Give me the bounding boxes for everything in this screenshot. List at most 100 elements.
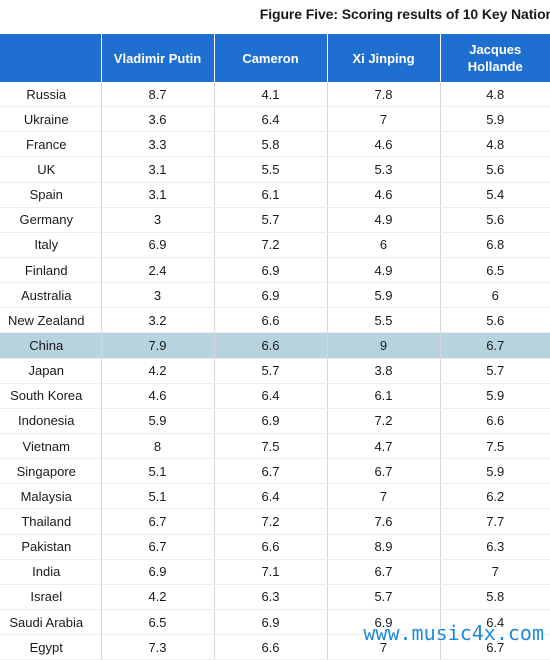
score-cell: 5.6 [440, 207, 550, 233]
table-title-text: Figure Five: Scoring results of 10 Key N… [259, 6, 550, 22]
score-cell: 6.7 [327, 559, 441, 585]
score-cell: 4.6 [327, 131, 441, 158]
score-cell: 5.7 [327, 584, 441, 610]
table-row: France 3.3 5.8 4.6 4.8 [0, 131, 550, 158]
country-cell: Egypt [0, 634, 102, 660]
score-cell: 7.5 [440, 433, 550, 460]
score-cell: 5.9 [440, 383, 550, 409]
table-row: Italy 6.9 7.2 6 6.8 [0, 232, 550, 258]
score-cell: 6.6 [214, 534, 328, 560]
score-cell: 6.4 [214, 106, 328, 133]
country-cell: France [0, 131, 102, 158]
score-cell: 6.4 [214, 383, 328, 409]
score-cell: 6.1 [327, 383, 441, 409]
score-cell: 4.6 [101, 383, 215, 409]
scores-table: Vladimir Putin Cameron Xi Jinping Jacque… [0, 34, 550, 660]
table-row: Singapore 5.1 6.7 6.7 5.9 [0, 458, 550, 485]
score-cell: 4.8 [440, 82, 550, 108]
country-cell: Saudi Arabia [0, 609, 102, 636]
table-row: Vietnam 8 7.5 4.7 7.5 [0, 433, 550, 460]
score-cell: 6.2 [440, 483, 550, 510]
country-cell: Finland [0, 257, 102, 284]
country-cell: New Zealand [0, 307, 102, 334]
score-cell: 6.6 [214, 307, 328, 334]
score-cell: 6.7 [101, 508, 215, 535]
score-cell: 4.6 [327, 182, 441, 208]
score-cell: 7.2 [327, 408, 441, 434]
score-cell: 8 [101, 433, 215, 460]
score-cell: 6.6 [214, 332, 328, 359]
score-cell: 5.9 [440, 106, 550, 133]
table-row: China 7.9 6.6 9 6.7 [0, 332, 550, 359]
score-cell: 7.9 [101, 332, 215, 359]
score-cell: 6.6 [214, 634, 328, 660]
table-row: Australia 3 6.9 5.9 6 [0, 282, 550, 309]
country-cell: Germany [0, 207, 102, 233]
score-cell: 6.5 [440, 257, 550, 284]
score-cell: 5.1 [101, 483, 215, 510]
table-row: Pakistan 6.7 6.6 8.9 6.3 [0, 534, 550, 560]
score-cell: 5.9 [327, 282, 441, 309]
table-row: Indonesia 5.9 6.9 7.2 6.6 [0, 408, 550, 434]
score-cell: 3.1 [101, 156, 215, 183]
header-cameron: Cameron [214, 34, 328, 82]
score-cell: 6.7 [440, 332, 550, 359]
score-cell: 3.3 [101, 131, 215, 158]
score-cell: 6.9 [327, 609, 441, 636]
score-cell: 7.1 [214, 559, 328, 585]
country-cell: Indonesia [0, 408, 102, 434]
country-cell: Vietnam [0, 433, 102, 460]
country-cell: Israel [0, 584, 102, 610]
score-cell: 7.8 [327, 82, 441, 108]
score-cell: 4.2 [101, 358, 215, 384]
table-header: Vladimir Putin Cameron Xi Jinping Jacque… [0, 34, 550, 82]
score-cell: 7 [440, 559, 550, 585]
score-cell: 5.4 [440, 182, 550, 208]
score-cell: 6.5 [101, 609, 215, 636]
score-cell: 2.4 [101, 257, 215, 284]
score-cell: 7.5 [214, 433, 328, 460]
table-row: Israel 4.2 6.3 5.7 5.8 [0, 584, 550, 610]
score-cell: 3.2 [101, 307, 215, 334]
score-cell: 7.3 [101, 634, 215, 660]
country-cell: Malaysia [0, 483, 102, 510]
score-cell: 7.7 [440, 508, 550, 535]
score-cell: 6.9 [214, 257, 328, 284]
score-cell: 3.6 [101, 106, 215, 133]
score-cell: 6.7 [214, 458, 328, 485]
table-body: Russia 8.7 4.1 7.8 4.8 Ukraine 3.6 6.4 7 5.9 Franc… [0, 82, 550, 660]
country-cell: Pakistan [0, 534, 102, 560]
country-cell: Spain [0, 182, 102, 208]
country-cell: Ukraine [0, 106, 102, 133]
table-row: Spain 3.1 6.1 4.6 5.4 [0, 182, 550, 208]
header-xi-jinping: Xi Jinping [327, 34, 441, 82]
country-cell: Russia [0, 82, 102, 108]
table-row: Russia 8.7 4.1 7.8 4.8 [0, 82, 550, 108]
table-row: Saudi Arabia 6.5 6.9 6.9 6.4 [0, 609, 550, 636]
score-cell: 4.8 [440, 131, 550, 158]
score-cell: 6.9 [214, 408, 328, 434]
score-cell: 6.7 [101, 534, 215, 560]
header-putin: Vladimir Putin [101, 34, 215, 82]
score-cell: 6.4 [440, 609, 550, 636]
header-hollande: Jacques Hollande [440, 34, 550, 82]
score-cell: 5.5 [214, 156, 328, 183]
score-cell: 4.1 [214, 82, 328, 108]
country-cell: India [0, 559, 102, 585]
table-row: New Zealand 3.2 6.6 5.5 5.6 [0, 307, 550, 334]
score-cell: 4.9 [327, 207, 441, 233]
score-cell: 6.4 [214, 483, 328, 510]
table-row: South Korea 4.6 6.4 6.1 5.9 [0, 383, 550, 409]
score-cell: 6.9 [214, 609, 328, 636]
score-cell: 6.9 [101, 559, 215, 585]
country-cell: Singapore [0, 458, 102, 485]
score-cell: 5.7 [440, 358, 550, 384]
score-cell: 6.1 [214, 182, 328, 208]
table-row: India 6.9 7.1 6.7 7 [0, 559, 550, 585]
score-cell: 6.9 [214, 282, 328, 309]
score-cell: 6.7 [327, 458, 441, 485]
score-cell: 5.9 [101, 408, 215, 434]
table-row: Germany 3 5.7 4.9 5.6 [0, 207, 550, 233]
score-cell: 7 [327, 483, 441, 510]
score-cell: 6.9 [101, 232, 215, 258]
